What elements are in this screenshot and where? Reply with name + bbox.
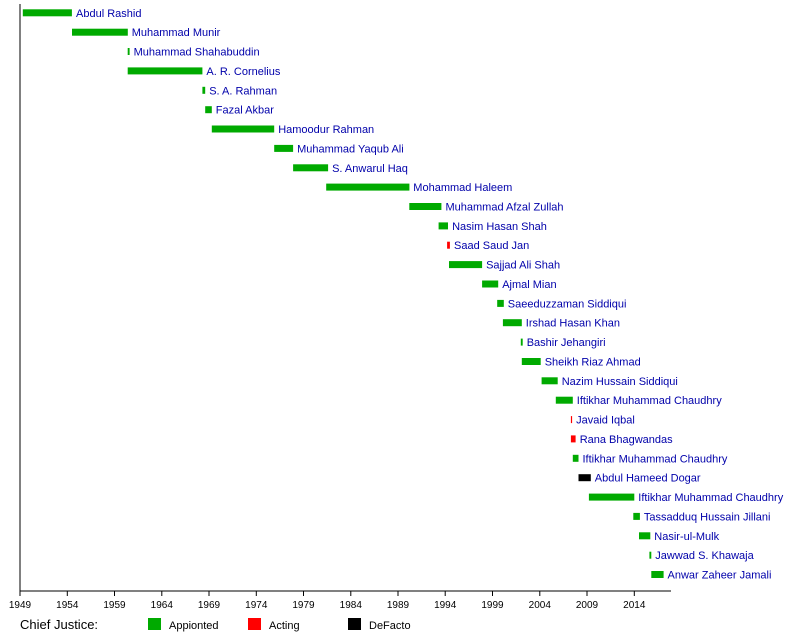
x-tick-label-1989: 1989 <box>387 600 410 611</box>
bar-label-26: Iftikhar Muhammad Chaudhry <box>638 492 783 504</box>
bar-20 <box>541 377 558 385</box>
legend-item-appointed: Appionted <box>148 618 219 632</box>
bar-label-22: Javaid Iqbal <box>576 415 635 427</box>
legend-title: Chief Justice: <box>20 617 99 632</box>
legend-label-acting: Acting <box>269 620 300 632</box>
bar-label-9: S. Anwarul Haq <box>332 163 408 175</box>
bar-label-28: Nasir-ul-Mulk <box>654 531 719 543</box>
bar-7 <box>211 125 275 133</box>
bar-label-8: Muhammad Yaqub Ali <box>297 143 404 155</box>
bar-label-25: Abdul Hameed Dogar <box>595 473 701 485</box>
bar-label-14: Sajjad Ali Shah <box>486 260 560 272</box>
bar-label-15: Ajmal Mian <box>502 279 556 291</box>
x-tick-label-2014: 2014 <box>623 600 646 611</box>
bar-21 <box>555 396 573 404</box>
bar-label-12: Nasim Hasan Shah <box>452 221 547 233</box>
bar-label-27: Tassadduq Hussain Jillani <box>644 511 771 523</box>
bar-3 <box>127 48 130 55</box>
bar-label-18: Bashir Jehangiri <box>527 337 606 349</box>
x-ticks-group: 1949 1954 1959 1964 1969 1974 1979 1984 1989 1994… <box>9 591 646 611</box>
x-tick-label-1969: 1969 <box>198 600 221 611</box>
bar-16 <box>497 299 504 307</box>
bar-label-30: Anwar Zaheer Jamali <box>668 570 772 582</box>
bar-2 <box>72 28 128 36</box>
bar-4 <box>127 67 203 75</box>
bars-group: Abdul Rashid Muhammad Munir Muhammad Shaha… <box>22 8 784 582</box>
bar-5 <box>202 86 206 94</box>
x-tick-label-1974: 1974 <box>245 600 268 611</box>
bar-12 <box>438 222 448 230</box>
legend-item-acting: Acting <box>248 618 300 632</box>
x-tick-label-1964: 1964 <box>151 600 174 611</box>
bar-15 <box>482 280 499 288</box>
bar-label-4: A. R. Cornelius <box>206 66 280 78</box>
bar-26 <box>588 493 635 501</box>
bar-10 <box>326 183 410 191</box>
legend: Chief Justice: Appionted Acting DeFacto <box>0 616 800 636</box>
x-tick-label-1959: 1959 <box>103 600 126 611</box>
x-tick-label-1984: 1984 <box>340 600 363 611</box>
bar-label-16: Saeeduzzaman Siddiqui <box>508 298 627 310</box>
bar-18 <box>520 338 523 346</box>
bar-9 <box>293 164 329 172</box>
bar-6 <box>205 106 212 114</box>
bar-29 <box>649 551 652 559</box>
legend-item-defacto: DeFacto <box>348 618 411 632</box>
bar-label-7: Hamoodur Rahman <box>278 124 374 136</box>
bar-label-13: Saad Saud Jan <box>454 240 529 252</box>
bar-label-3: Muhammad Shahabuddin <box>134 47 260 59</box>
x-tick-label-2009: 2009 <box>576 600 599 611</box>
bar-label-11: Muhammad Afzal Zullah <box>446 202 564 214</box>
bar-14 <box>449 261 483 269</box>
bar-23 <box>570 435 576 443</box>
x-tick-label-1979: 1979 <box>292 600 315 611</box>
legend-swatch-appointed <box>148 618 161 630</box>
legend-swatch-defacto <box>348 618 361 630</box>
legend-swatch-acting <box>248 618 261 630</box>
bar-label-19: Sheikh Riaz Ahmad <box>545 357 641 369</box>
bar-13 <box>447 241 450 249</box>
x-tick-label-1954: 1954 <box>56 600 79 611</box>
bar-22 <box>570 416 573 424</box>
bar-label-21: Iftikhar Muhammad Chaudhry <box>577 395 722 407</box>
bar-label-2: Muhammad Munir <box>132 27 221 39</box>
bar-8 <box>274 144 294 152</box>
bar-1 <box>22 9 72 17</box>
bar-label-10: Mohammad Haleem <box>413 182 512 194</box>
bar-24 <box>572 454 579 462</box>
bar-label-17: Irshad Hasan Khan <box>526 318 620 330</box>
bar-25 <box>578 474 591 482</box>
bar-30 <box>651 571 664 578</box>
bar-label-29: Jawwad S. Khawaja <box>655 550 754 562</box>
x-tick-label-1994: 1994 <box>434 600 457 611</box>
bar-label-6: Fazal Akbar <box>216 105 274 117</box>
bar-11 <box>409 203 442 210</box>
bar-label-24: Iftikhar Muhammad Chaudhry <box>583 453 728 465</box>
bar-label-20: Nazim Hussain Siddiqui <box>562 376 678 388</box>
x-tick-label-1949: 1949 <box>9 600 32 611</box>
bar-19 <box>521 358 541 365</box>
bar-27 <box>633 512 640 520</box>
legend-label-appointed: Appionted <box>169 620 219 632</box>
x-tick-label-2004: 2004 <box>529 600 552 611</box>
bar-label-23: Rana Bhagwandas <box>580 434 673 446</box>
bar-label-1: Abdul Rashid <box>76 8 141 20</box>
legend-label-defacto: DeFacto <box>369 620 411 632</box>
x-tick-label-1999: 1999 <box>481 600 504 611</box>
bar-label-5: S. A. Rahman <box>209 85 277 97</box>
bar-17 <box>502 319 522 327</box>
bar-28 <box>639 532 651 540</box>
